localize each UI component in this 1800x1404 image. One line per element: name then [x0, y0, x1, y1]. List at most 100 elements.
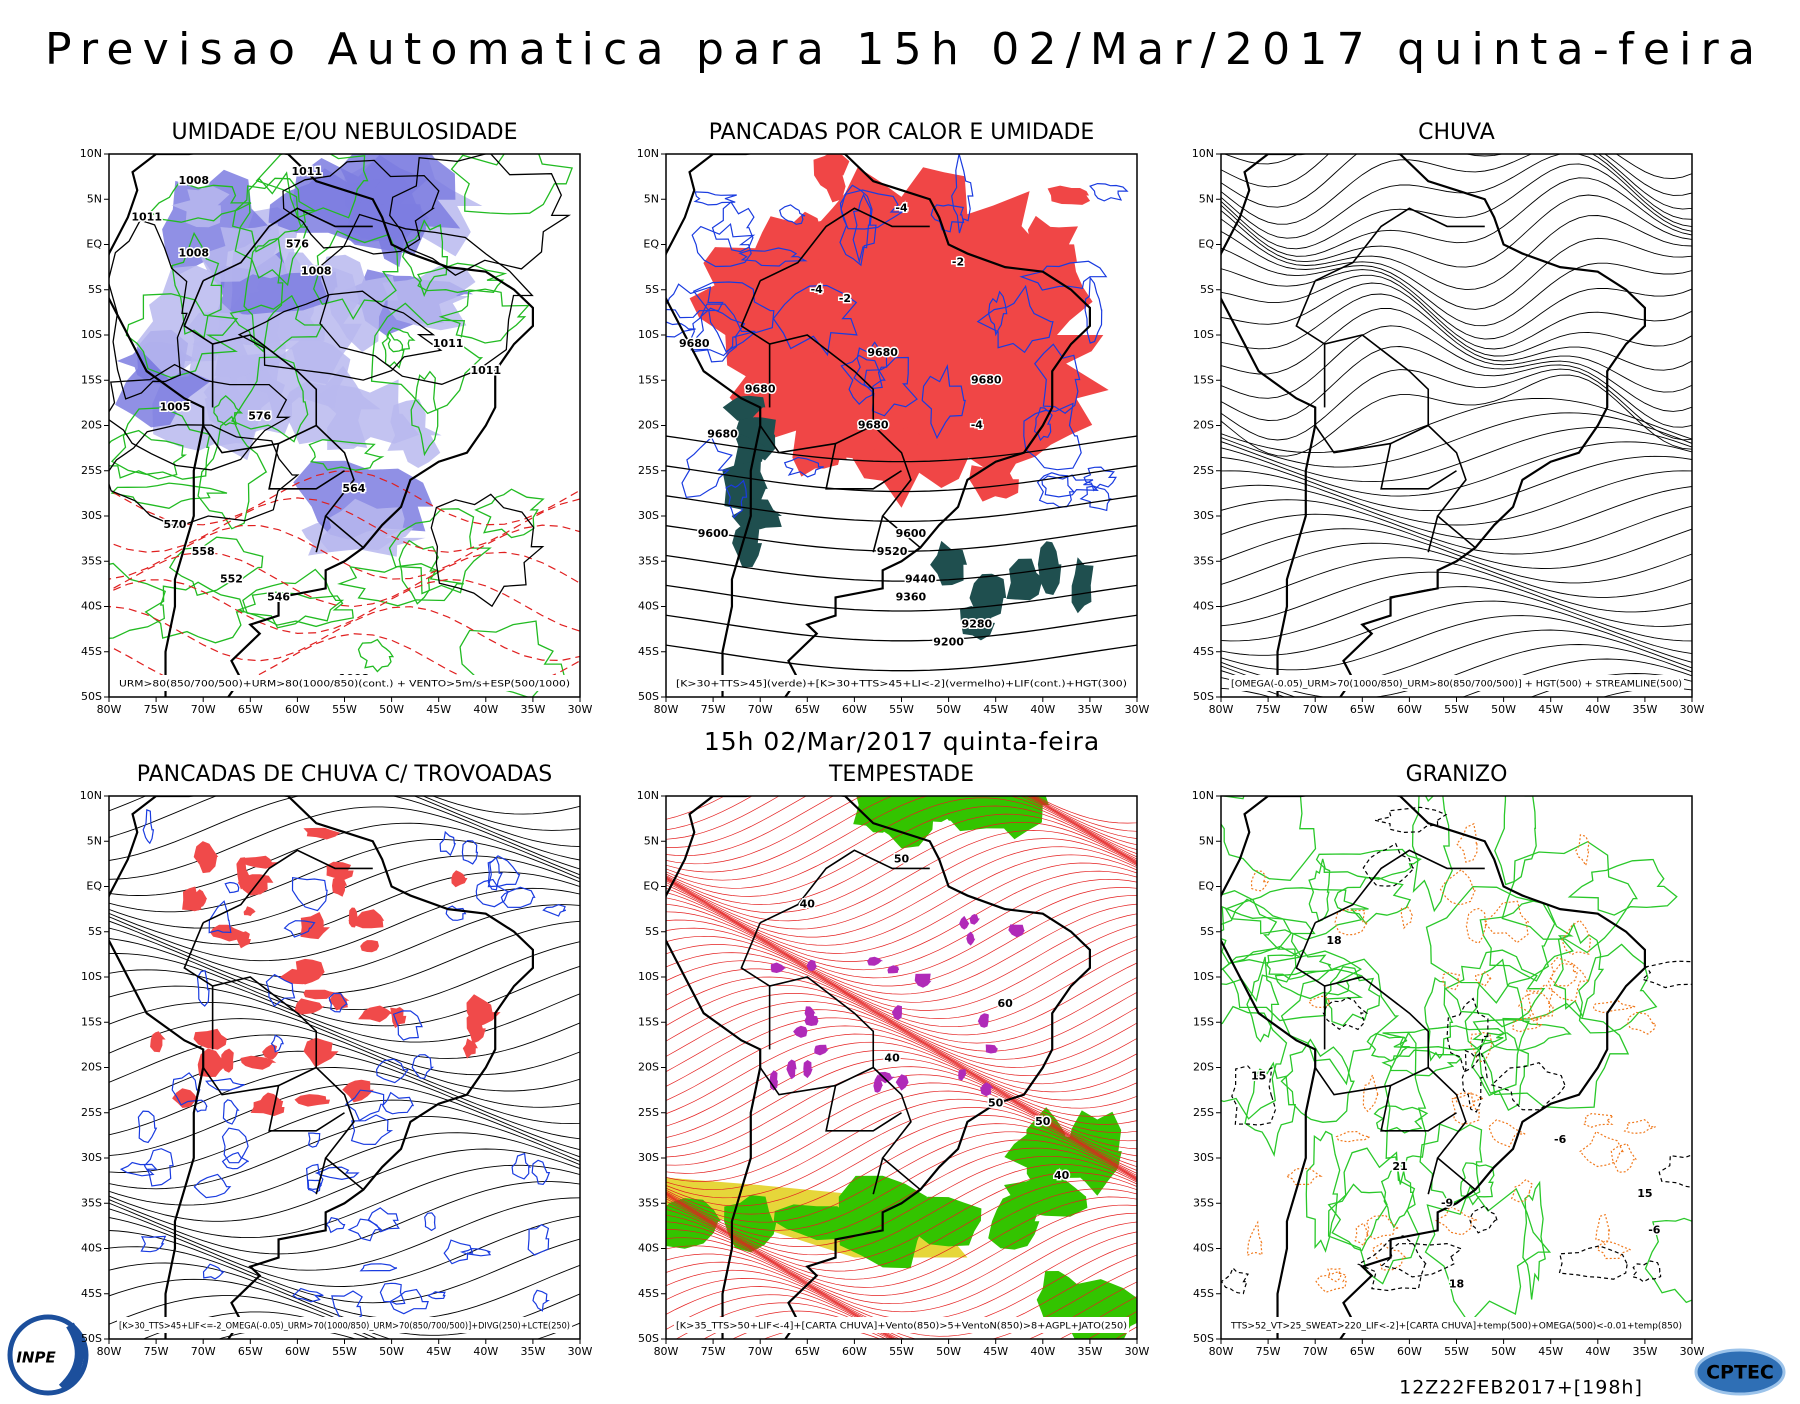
country-border [202, 849, 373, 924]
streamline [1221, 615, 1692, 671]
streamline [666, 1123, 1137, 1215]
thickness-line [109, 551, 580, 608]
streamline [666, 1041, 1137, 1134]
divergence-contour [307, 1132, 321, 1148]
caption-box [674, 1317, 1129, 1333]
streamline [109, 1018, 580, 1092]
convective-area [969, 573, 1007, 622]
streamline [109, 920, 580, 994]
streamline [1221, 426, 1692, 483]
severe-area [958, 1069, 967, 1081]
caption-box [1229, 675, 1684, 691]
streamline [109, 1001, 580, 1076]
temperature-contour [1494, 796, 1537, 886]
temperature-contour [1578, 943, 1658, 1034]
temperature-contour [1472, 1019, 1572, 1051]
country-border [740, 922, 921, 1191]
omega-contour [1354, 1222, 1370, 1247]
storm-area [348, 907, 358, 928]
lon-label: 75W [701, 703, 726, 716]
lat-label: 40S [81, 1242, 102, 1255]
severe-area [959, 915, 970, 930]
lon-label: 55W [332, 1345, 357, 1358]
divergence-contour [531, 1159, 551, 1185]
storm-area [243, 906, 256, 917]
omega-contour [1246, 1220, 1263, 1257]
lon-label: 60W [842, 1345, 867, 1358]
divergence-contour [221, 1127, 249, 1164]
lifted-index-contour [689, 303, 756, 357]
omega-contour [1315, 1271, 1348, 1293]
lat-label: 35S [638, 554, 659, 567]
streamline [1221, 346, 1692, 428]
country-border [872, 1157, 884, 1195]
isobar [430, 493, 545, 608]
contour-label: 40 [1054, 1169, 1070, 1182]
lon-label: 70W [748, 1345, 773, 1358]
contour-label: 9680 [858, 419, 889, 432]
streamline [666, 796, 1137, 824]
thickness-line [109, 524, 580, 580]
temperature-contour [1221, 945, 1364, 1022]
contour-label: 570 [163, 518, 186, 531]
lat-label: 5N [87, 192, 102, 205]
divergence-contour [305, 1163, 324, 1191]
country-border [315, 515, 327, 553]
lifted-index-contour [666, 321, 696, 338]
inpe-logo: INPE [7, 1314, 89, 1396]
storm-area [303, 1037, 339, 1068]
lat-label: 50S [1193, 690, 1214, 703]
lat-label: 10N [1192, 789, 1214, 802]
country-border [268, 1085, 345, 1132]
lat-label: 10N [637, 147, 659, 160]
lifted-index-contour [691, 222, 756, 268]
temperature-500-contour [1469, 1204, 1498, 1234]
divergence-contour [143, 1148, 174, 1187]
humidity-contour [255, 154, 369, 219]
contour-label: -2 [952, 256, 964, 269]
severe-area [914, 973, 932, 988]
map-panel: GRANIZO 18 15 21 -6 -9 15 18 -6 TTS>52_VT>25_SWEA… [1192, 762, 1705, 1358]
contour-label: 18 [1326, 934, 1341, 947]
temperature-contour [1246, 956, 1280, 1043]
lat-label: 30S [638, 1151, 659, 1164]
omega-contour [1592, 1000, 1636, 1014]
temperature-contour [1327, 1147, 1420, 1285]
contour-label: 1011 [433, 337, 464, 350]
divergence-contour [221, 1151, 249, 1170]
streamline [666, 796, 1137, 848]
divergence-contour [291, 877, 328, 912]
streamline [666, 1090, 1137, 1182]
country-border [1427, 515, 1439, 553]
severe-area [985, 1044, 998, 1054]
coastline [1221, 154, 1646, 697]
humidity-area [319, 498, 414, 553]
temperature-500-contour [1362, 842, 1416, 887]
streamline [1221, 154, 1692, 239]
streamline [1221, 368, 1692, 441]
coastline [109, 154, 534, 697]
omega-contour [1511, 1016, 1543, 1033]
divergence-contour [224, 881, 240, 894]
lat-label: 15S [638, 1015, 659, 1028]
streamline [666, 903, 1137, 995]
lon-label: 60W [1397, 703, 1422, 716]
panel-caption: [K>30_TTS>45+LIF<=-2_OMEGA(-0.05)_URM>70… [119, 1322, 570, 1332]
temperature-500-contour [1641, 960, 1692, 989]
severe-area [887, 965, 900, 974]
temperature-500-contour [1322, 996, 1369, 1031]
streamline [666, 976, 1137, 1068]
omega-contour [1465, 907, 1487, 944]
lat-label: 25S [1193, 1106, 1214, 1119]
country-border [1314, 1066, 1429, 1096]
lifted-index-contour [987, 290, 1008, 337]
lat-label: 15S [81, 373, 102, 386]
storm-area [210, 924, 245, 942]
omega-contour [1596, 1239, 1631, 1260]
humidity-contour [234, 171, 309, 287]
humidity-area [210, 250, 338, 315]
streamline [1221, 282, 1692, 357]
severe-area [980, 1082, 994, 1097]
lon-label: 65W [795, 703, 820, 716]
contour-label: 1011 [470, 364, 501, 377]
